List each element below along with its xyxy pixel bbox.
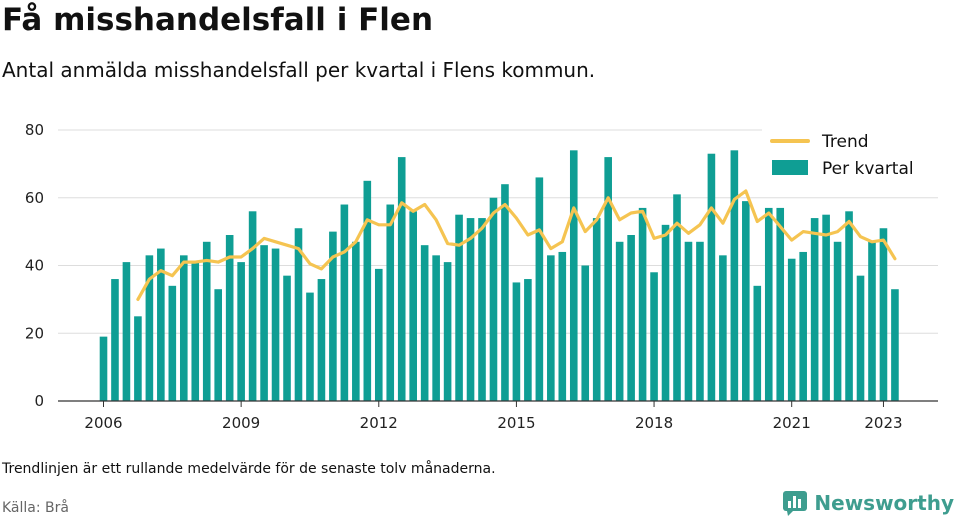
bar-16: [283, 275, 291, 401]
legend-swatch-per-kvartal: [772, 160, 808, 175]
bar-30: [443, 262, 452, 401]
bar-54: [719, 255, 727, 401]
bar-52: [696, 241, 704, 401]
bar-21: [340, 204, 349, 401]
y-tick-label-0: 0: [34, 392, 44, 410]
legend-label-trend: Trend: [821, 132, 869, 152]
bar-38: [535, 177, 544, 401]
bar-29: [432, 255, 440, 401]
x-tick-label-2012: 2012: [360, 414, 398, 432]
bar-20: [329, 231, 337, 401]
bar-24: [374, 268, 383, 401]
bar-9: [202, 241, 211, 401]
bar-5: [157, 248, 165, 401]
brand-logo: Newsworthy: [782, 490, 954, 516]
bar-23: [363, 180, 372, 401]
bar-31: [455, 214, 463, 401]
bar-69: [891, 289, 899, 401]
chart-title: Få misshandelsfall i Flen: [2, 2, 434, 38]
bar-67: [868, 241, 876, 401]
y-tick-label-20: 20: [25, 324, 44, 342]
x-tick-label-2009: 2009: [222, 414, 260, 432]
bar-59: [776, 207, 785, 401]
bar-15: [271, 248, 280, 401]
bar-60: [787, 258, 796, 401]
bar-14: [260, 245, 268, 401]
bar-4: [145, 255, 154, 401]
bar-1: [111, 279, 119, 401]
bar-6: [168, 285, 177, 401]
bar-66: [856, 275, 865, 401]
chart: 0 20 40 60 80 2006 2009 2012 2015 2018 2021 2023 Tre…: [25, 121, 938, 432]
bar-13: [248, 211, 257, 401]
bar-25: [386, 204, 395, 401]
y-tick-label-60: 60: [25, 189, 44, 207]
trend-note: Trendlinjen är ett rullande medelvärde f…: [2, 461, 496, 477]
bar-35: [501, 184, 509, 401]
bar-41: [569, 150, 578, 401]
bar-36: [512, 282, 521, 401]
bar-68: [879, 228, 888, 401]
bar-47: [638, 207, 647, 401]
bar-61: [799, 251, 807, 401]
bar-63: [822, 214, 830, 401]
bar-56: [742, 201, 750, 401]
source-text: Källa: Brå: [2, 500, 69, 516]
bar-8: [191, 262, 200, 401]
bar-chart-logo-icon: [783, 491, 808, 516]
bar-50: [673, 194, 681, 401]
bar-65: [845, 211, 853, 401]
bar-55: [730, 150, 739, 401]
bar-11: [225, 235, 234, 401]
bar-46: [627, 235, 635, 401]
bar-37: [524, 279, 532, 401]
legend-background: [762, 129, 938, 187]
bar-51: [684, 241, 693, 401]
bar-33: [478, 218, 486, 401]
bar-18: [306, 292, 314, 401]
bar-10: [214, 289, 222, 401]
bar-34: [489, 197, 498, 401]
trend-line: [136, 189, 897, 301]
bar-27: [409, 211, 417, 401]
bar-58: [764, 207, 773, 401]
bar-42: [581, 265, 590, 401]
bar-32: [466, 218, 475, 401]
bar-43: [592, 218, 601, 401]
bar-22: [352, 241, 360, 401]
bar-53: [707, 153, 716, 401]
x-tick-label-2021: 2021: [773, 414, 811, 432]
bar-44: [604, 157, 612, 401]
bar-28: [420, 245, 429, 401]
brand-name: Newsworthy: [814, 491, 954, 515]
bar-49: [661, 224, 670, 401]
x-tick-label-2023: 2023: [864, 414, 902, 432]
bar-45: [615, 241, 624, 401]
bar-12: [237, 262, 245, 401]
bar-2: [122, 262, 131, 401]
y-tick-label-40: 40: [25, 257, 44, 275]
bar-64: [833, 241, 842, 401]
bar-57: [753, 285, 762, 401]
chart-subtitle: Antal anmälda misshandelsfall per kvarta…: [2, 58, 596, 82]
bar-39: [547, 255, 555, 401]
x-tick-label-2006: 2006: [84, 414, 122, 432]
bar-48: [650, 272, 658, 401]
x-tick-label-2018: 2018: [635, 414, 673, 432]
bar-19: [317, 279, 326, 401]
x-tick-label-2015: 2015: [497, 414, 535, 432]
bar-26: [397, 157, 406, 401]
bar-40: [558, 251, 567, 401]
bar-7: [179, 255, 188, 401]
y-tick-label-80: 80: [25, 121, 44, 139]
bar-3: [134, 316, 142, 401]
legend-label-per-kvartal: Per kvartal: [822, 159, 914, 179]
bar-17: [294, 228, 303, 401]
bar-0: [99, 336, 108, 401]
bar-62: [810, 218, 819, 401]
